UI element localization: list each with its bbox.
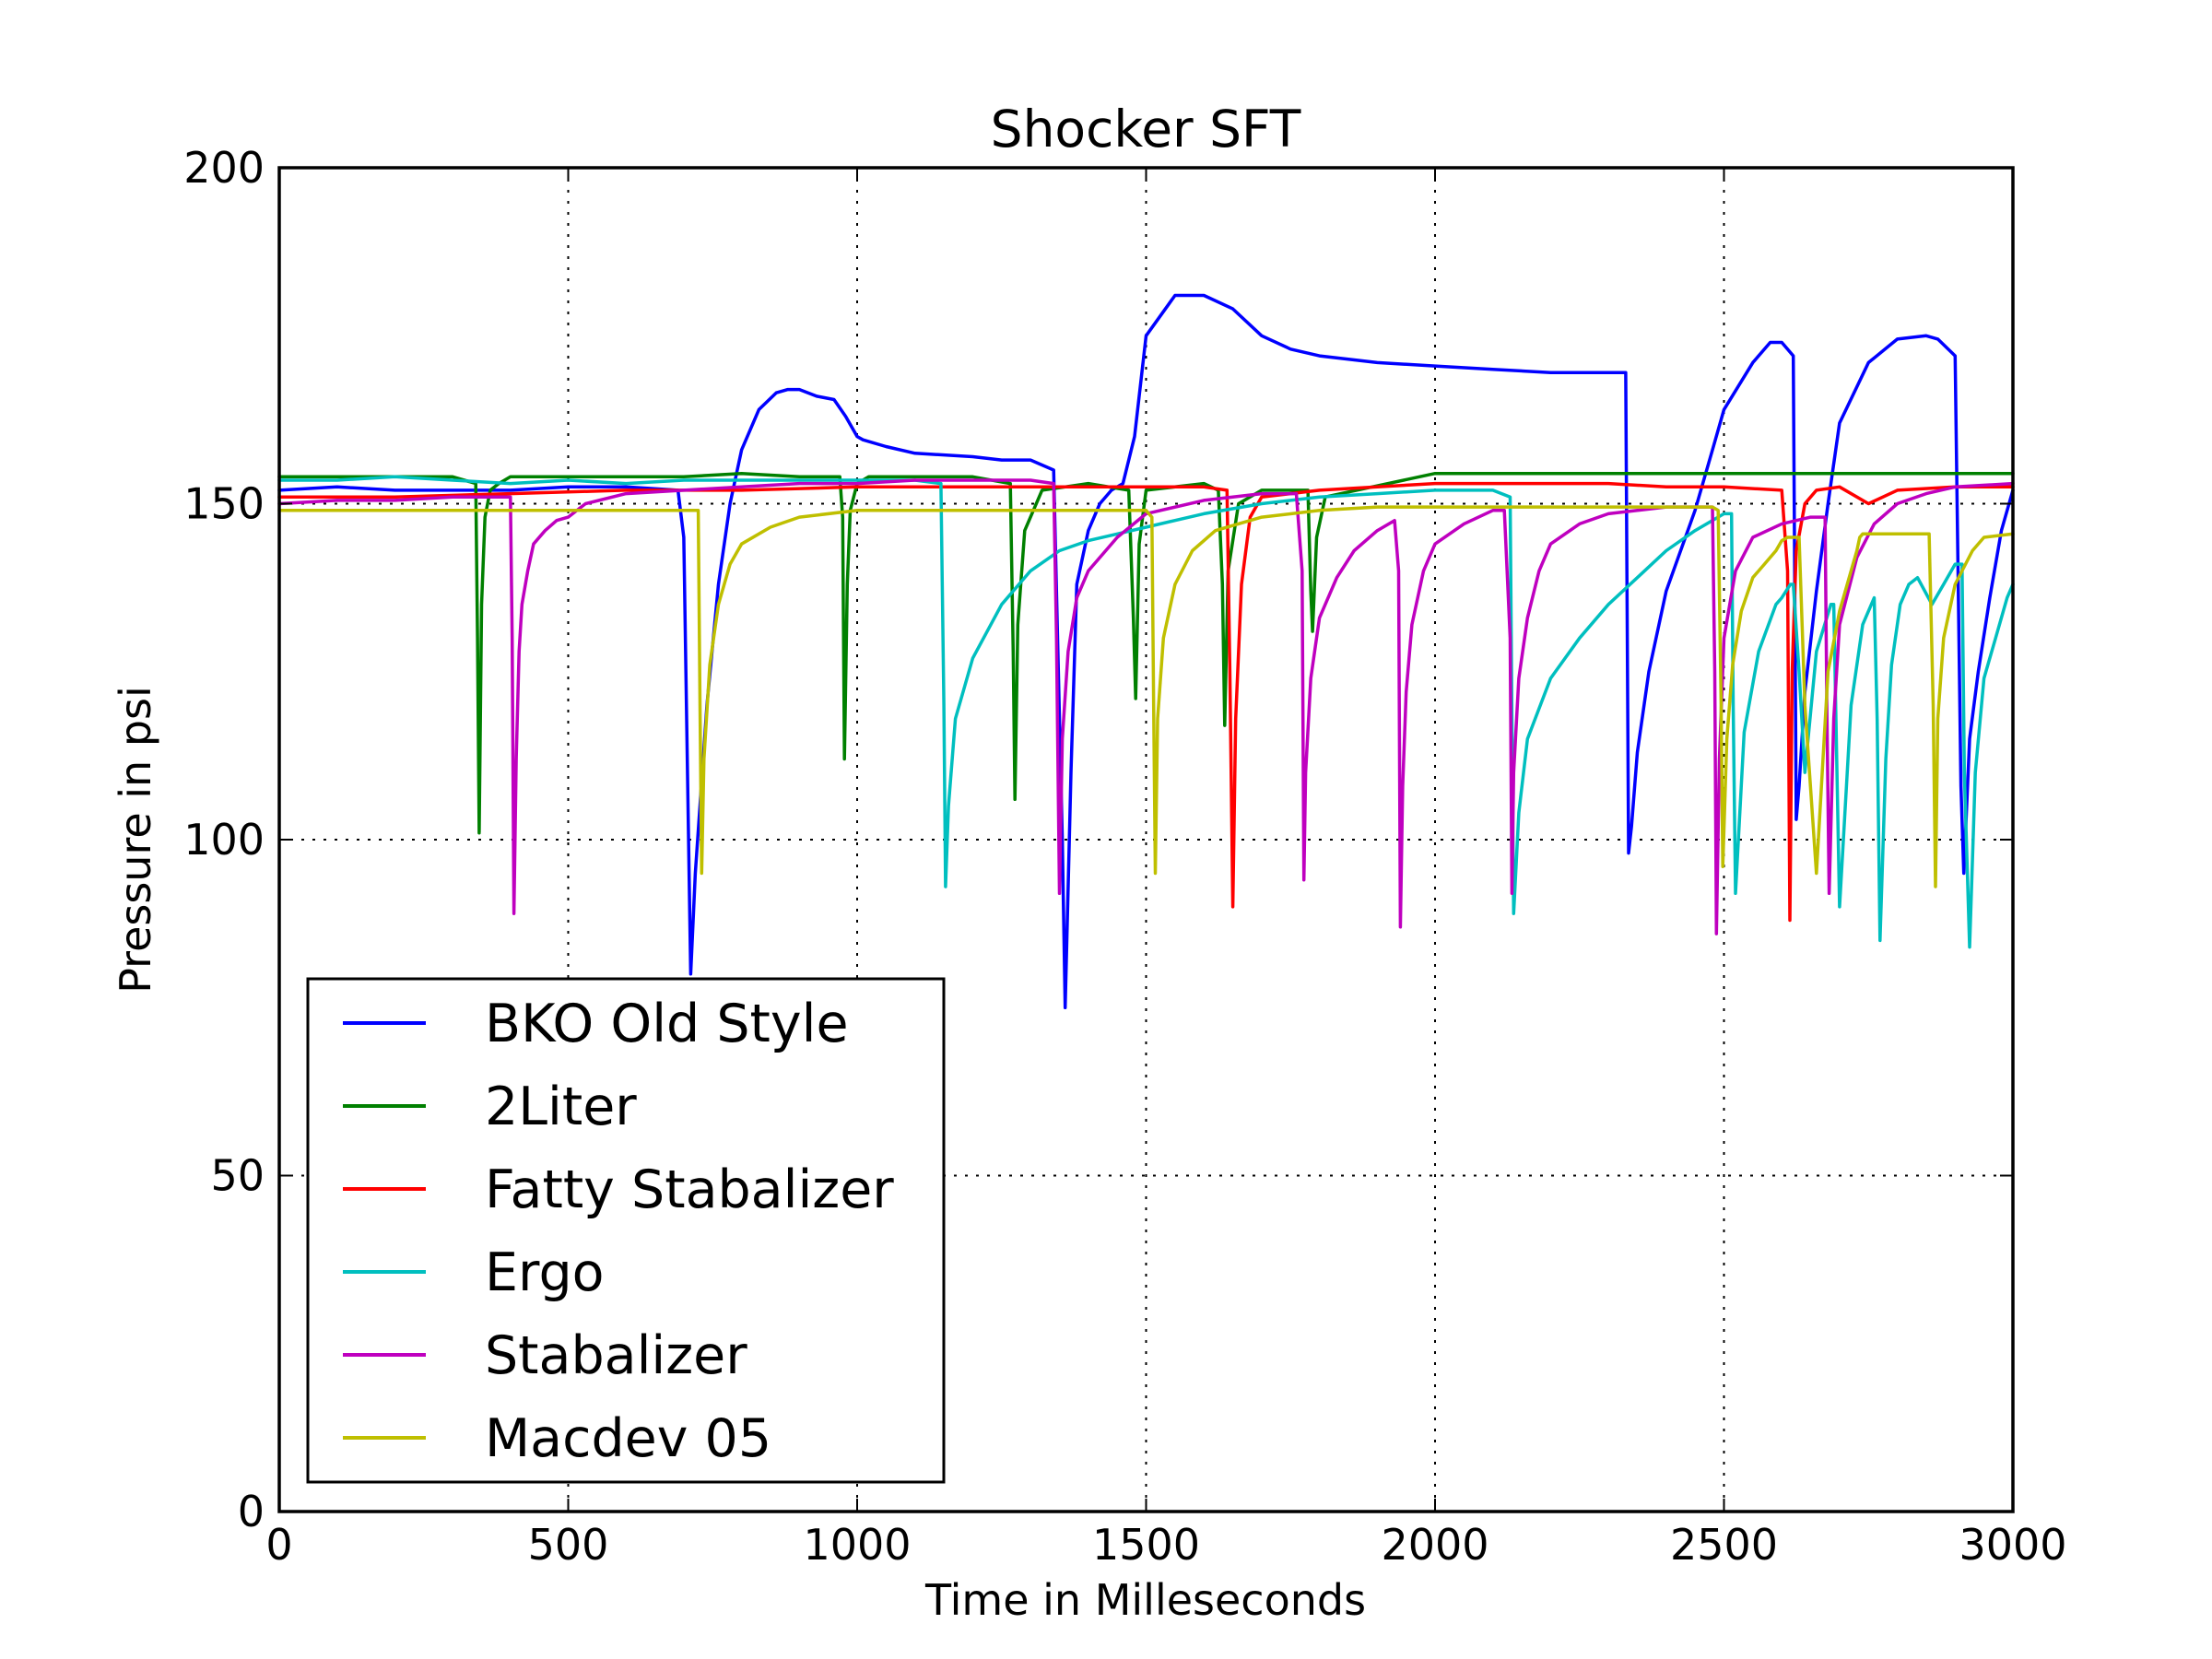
ticks-layer: 0 500 1000 1500 2000 2500 3000 0 50 100 150 200 — [183, 143, 2066, 1570]
x-tick-label: 1500 — [1092, 1520, 1200, 1570]
x-tick-label: 3000 — [1959, 1520, 2066, 1570]
legend-label-2liter: 2Liter — [485, 1077, 637, 1137]
series-line-fatty-stabalizer — [277, 481, 2015, 923]
x-tick-label: 0 — [265, 1520, 292, 1570]
legend-label-macdev-05: Macdev 05 — [485, 1408, 771, 1469]
series-line-stabalizer — [277, 478, 2015, 935]
x-tick-label: 2500 — [1670, 1520, 1778, 1570]
y-tick-label: 200 — [183, 143, 265, 193]
series-line-macdev-05 — [277, 505, 2015, 888]
chart-title: Shocker SFT — [991, 100, 1301, 159]
legend-label-bko-old-style: BKO Old Style — [485, 994, 849, 1054]
legend-label-ergo: Ergo — [485, 1242, 605, 1303]
x-tick-label: 2000 — [1381, 1520, 1488, 1570]
x-tick-label: 500 — [528, 1520, 609, 1570]
legend-label-fatty-stabalizer: Fatty Stabalizer — [485, 1159, 894, 1220]
legend-label-stabalizer: Stabalizer — [485, 1325, 747, 1386]
y-tick-label: 0 — [238, 1487, 265, 1536]
series-line-bko-old-style — [277, 293, 2015, 1010]
x-axis-label: Time in Milleseconds — [924, 1575, 1366, 1625]
y-axis-label: Pressure in psi — [111, 686, 160, 994]
series-layer — [277, 293, 2015, 1010]
x-tick-label: 1000 — [803, 1520, 911, 1570]
y-tick-label: 100 — [183, 815, 265, 865]
legend-box — [306, 977, 946, 1484]
y-tick-label: 150 — [183, 479, 265, 529]
y-tick-label: 50 — [210, 1151, 265, 1201]
series-line-ergo — [277, 475, 2015, 949]
series-line-2liter — [277, 471, 2015, 835]
legend: BKO Old Style 2Liter Fatty Stabalizer Ergo S… — [306, 977, 946, 1484]
